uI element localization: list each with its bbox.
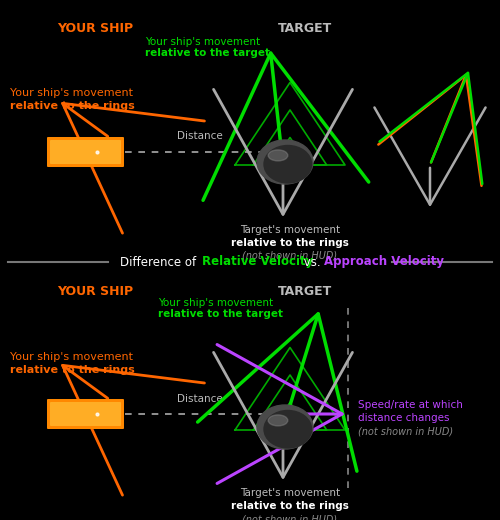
Text: Your ship's movement: Your ship's movement: [10, 352, 133, 362]
Text: relative to the target: relative to the target: [158, 309, 283, 319]
Text: vs.: vs.: [300, 255, 324, 268]
FancyBboxPatch shape: [50, 140, 121, 164]
Text: relative to the rings: relative to the rings: [231, 501, 349, 511]
Text: Distance: Distance: [177, 131, 223, 141]
Text: relative to the rings: relative to the rings: [231, 238, 349, 248]
Text: relative to the rings: relative to the rings: [10, 101, 135, 111]
Text: Approach Velocity: Approach Velocity: [324, 255, 444, 268]
Text: Your ship's movement: Your ship's movement: [158, 298, 273, 308]
Text: Difference of: Difference of: [120, 255, 200, 268]
Ellipse shape: [257, 140, 313, 184]
Text: Relative Velocity: Relative Velocity: [202, 255, 313, 268]
Text: Target's movement: Target's movement: [240, 488, 340, 498]
Text: (not shown in HUD): (not shown in HUD): [358, 426, 453, 436]
Ellipse shape: [257, 405, 313, 449]
FancyBboxPatch shape: [47, 399, 124, 429]
Text: Your ship's movement: Your ship's movement: [10, 88, 133, 98]
Text: (not shown in HUD): (not shown in HUD): [242, 251, 338, 261]
Text: TARGET: TARGET: [278, 285, 332, 298]
FancyBboxPatch shape: [47, 137, 124, 167]
Text: Distance: Distance: [177, 394, 223, 404]
Text: Speed/rate at which: Speed/rate at which: [358, 400, 463, 410]
Text: relative to the target: relative to the target: [145, 48, 270, 58]
Text: distance changes: distance changes: [358, 413, 450, 423]
Ellipse shape: [264, 146, 312, 183]
Text: Target's movement: Target's movement: [240, 225, 340, 235]
Text: YOUR SHIP: YOUR SHIP: [57, 285, 133, 298]
Ellipse shape: [268, 150, 288, 161]
FancyBboxPatch shape: [50, 402, 121, 426]
Text: YOUR SHIP: YOUR SHIP: [57, 22, 133, 35]
Text: (not shown in HUD): (not shown in HUD): [242, 514, 338, 520]
Ellipse shape: [264, 410, 312, 448]
Ellipse shape: [268, 415, 288, 426]
Text: relative to the rings: relative to the rings: [10, 365, 135, 375]
Text: TARGET: TARGET: [278, 22, 332, 35]
Text: Your ship's movement: Your ship's movement: [145, 37, 260, 47]
